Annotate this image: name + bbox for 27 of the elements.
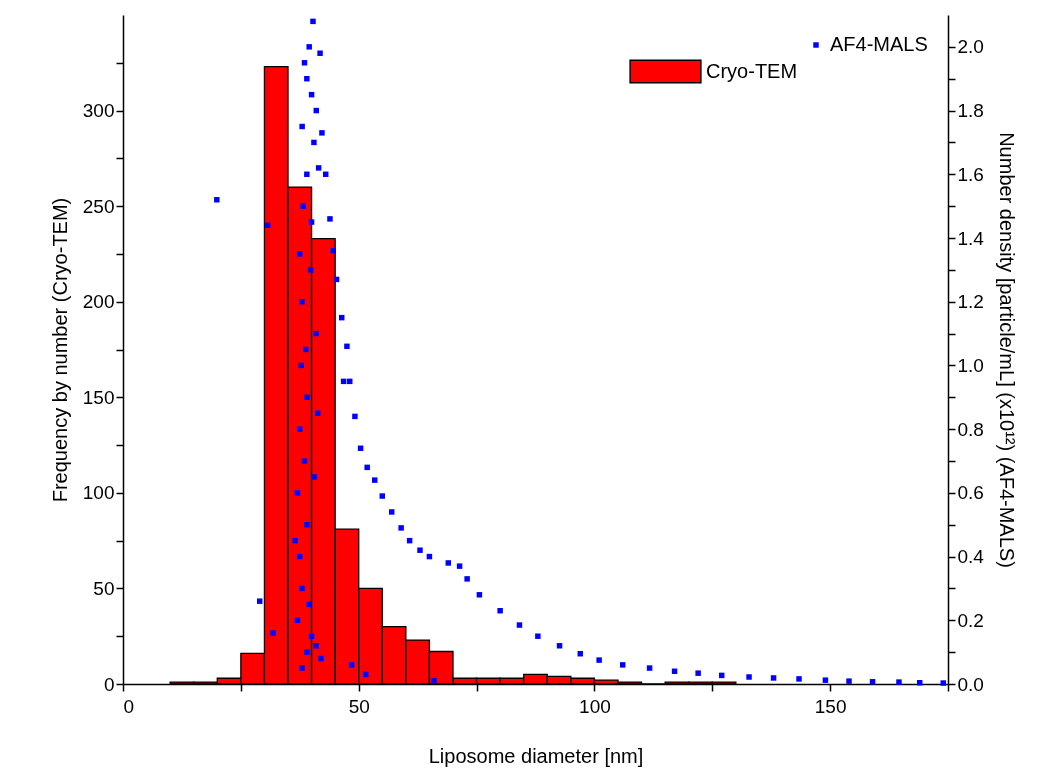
y2-axis-title: Number density [particle/mL] (x10¹²) (AF4-MALS): [995, 132, 1018, 568]
x-tick-label: 150: [814, 695, 847, 717]
y-tick-label: 250: [82, 195, 115, 217]
x-tick-label: 50: [348, 695, 370, 717]
y-tick-label: 0: [103, 673, 115, 695]
y2-tick-label: 0.0: [957, 673, 984, 695]
y2-tick-label: 0.8: [957, 418, 984, 440]
y2-tick-label: 0.2: [957, 609, 984, 631]
y-tick-label: 50: [93, 577, 115, 599]
y2-tick-label: 1.8: [957, 100, 984, 122]
y2-tick-label: 2.0: [957, 36, 984, 58]
y2-tick-label: 0.4: [957, 546, 985, 568]
y-tick-label: 150: [82, 386, 115, 408]
y2-tick-label: 1.4: [957, 227, 985, 249]
y-axis-title: Frequency by number (Cryo-TEM): [48, 197, 71, 503]
x-tick-label: 100: [579, 695, 611, 717]
y-tick-label: 200: [82, 291, 115, 313]
x-tick-label: 0: [123, 695, 135, 717]
y-tick-label: 100: [82, 482, 115, 504]
y-tick-label: 300: [82, 100, 115, 122]
y2-tick-label: 1.0: [957, 354, 984, 376]
y2-tick-label: 1.6: [957, 163, 984, 185]
x-axis-title: Liposome diameter [nm]: [428, 744, 644, 767]
y2-tick-label: 0.6: [957, 482, 984, 504]
y2-tick-label: 1.2: [957, 291, 984, 313]
legend-label: AF4-MALS: [830, 33, 928, 55]
legend-label: Cryo-TEM: [706, 59, 798, 82]
